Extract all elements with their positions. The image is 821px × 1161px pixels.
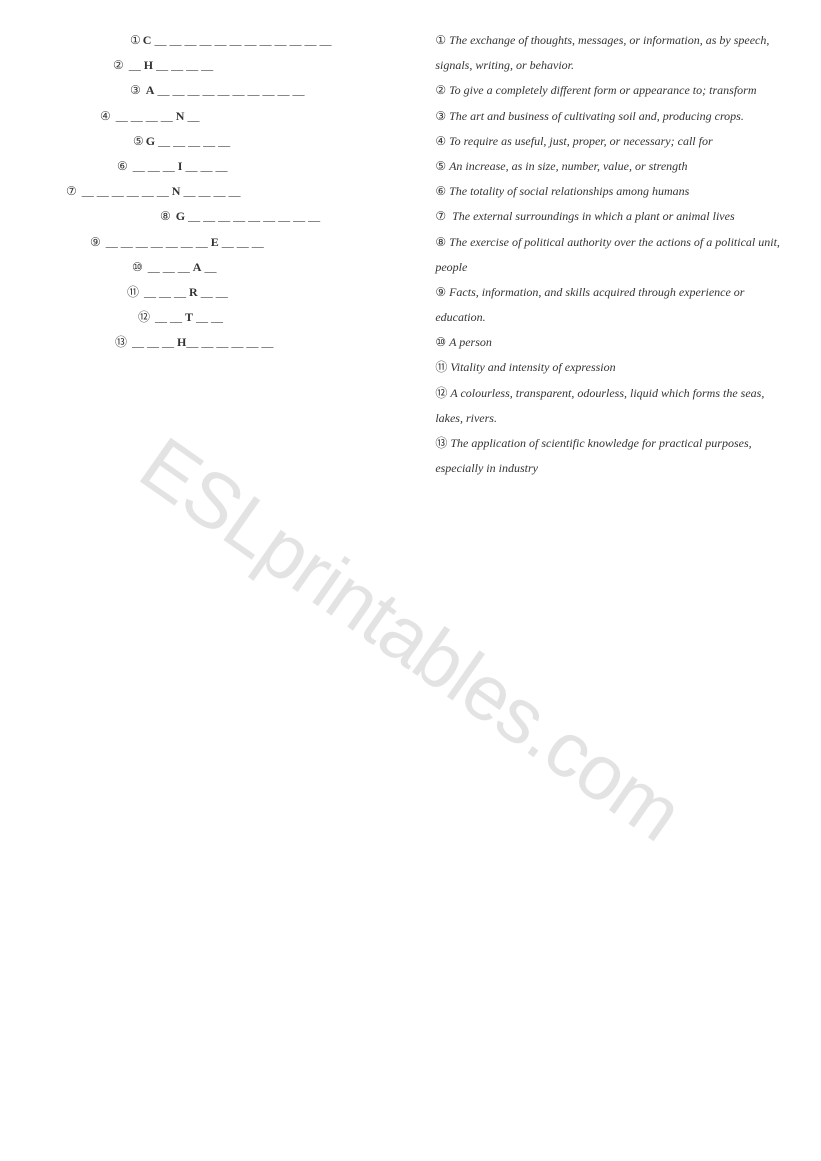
clue-line: ⑥The totality of social relationships am… bbox=[435, 179, 791, 204]
puzzle-line: ④ __ __ __ __ N __ bbox=[30, 104, 415, 129]
blanks-after: __ __ __ __ __ bbox=[155, 134, 230, 148]
blanks-after: __ __ __ __ __ __ __ __ __ bbox=[185, 209, 320, 223]
blanks-after: __ __ __ __ bbox=[153, 58, 213, 72]
circled-number: ③ bbox=[130, 78, 141, 103]
circled-number: ⑦ bbox=[66, 179, 77, 204]
clue-text: The exercise of political authority over… bbox=[435, 235, 780, 274]
clue-text: To give a completely different form or a… bbox=[449, 83, 756, 97]
clue-line: ⑫A colourless, transparent, odourless, l… bbox=[435, 381, 791, 431]
clue-line: ①The exchange of thoughts, messages, or … bbox=[435, 28, 791, 78]
circled-number: ⑪ bbox=[435, 355, 447, 380]
clue-text: The external surroundings in which a pla… bbox=[449, 209, 735, 223]
puzzle-line: ② __ H __ __ __ __ bbox=[30, 53, 415, 78]
circled-number: ⑤ bbox=[133, 129, 144, 154]
clue-line: ⑩A person bbox=[435, 330, 791, 355]
circled-number: ② bbox=[113, 53, 124, 78]
blanks-after: __ __ bbox=[193, 310, 223, 324]
circled-number: ⑥ bbox=[117, 154, 128, 179]
circled-number: ⑩ bbox=[132, 255, 143, 280]
clue-line: ③The art and business of cultivating soi… bbox=[435, 104, 791, 129]
circled-number: ① bbox=[130, 28, 141, 53]
clues-column: ①The exchange of thoughts, messages, or … bbox=[435, 28, 791, 481]
blanks-before: __ __ __ __ __ __ __ bbox=[103, 235, 211, 249]
blanks-before: __ __ __ __ __ __ bbox=[79, 184, 172, 198]
blanks-before: __ __ __ bbox=[141, 285, 189, 299]
clue-line: ⑪Vitality and intensity of expression bbox=[435, 355, 791, 380]
clue-line: ⑦ The external surroundings in which a p… bbox=[435, 204, 791, 229]
clue-text: Facts, information, and skills acquired … bbox=[435, 285, 744, 324]
clue-text: The art and business of cultivating soil… bbox=[449, 109, 744, 123]
circled-number: ⑥ bbox=[435, 179, 446, 204]
blanks-after: __ bbox=[184, 109, 199, 123]
clue-line: ⑬The application of scientific knowledge… bbox=[435, 431, 791, 481]
puzzle-line: ⑫ __ __ T __ __ bbox=[30, 305, 415, 330]
puzzle-line: ①C __ __ __ __ __ __ __ __ __ __ __ __ bbox=[30, 28, 415, 53]
circled-number: ④ bbox=[435, 129, 446, 154]
puzzle-line: ⑩ __ __ __ A __ bbox=[30, 255, 415, 280]
clue-text: The totality of social relationships amo… bbox=[449, 184, 689, 198]
clue-line: ⑧The exercise of political authority ove… bbox=[435, 230, 791, 280]
circled-number: ⑩ bbox=[435, 330, 446, 355]
circled-number: ⑦ bbox=[435, 204, 446, 229]
blanks-after: __ __ __ __ __ __ __ __ __ __ __ __ bbox=[151, 33, 331, 47]
circled-number: ⑨ bbox=[435, 280, 446, 305]
circled-number: ③ bbox=[435, 104, 446, 129]
revealed-letter: T bbox=[185, 310, 193, 324]
blanks-after: __ bbox=[201, 260, 216, 274]
blanks-before: __ __ __ bbox=[130, 159, 178, 173]
puzzle-line: ⑬ __ __ __ H__ __ __ __ __ __ bbox=[30, 330, 415, 355]
circled-number: ⑬ bbox=[115, 330, 127, 355]
revealed-letter: G bbox=[176, 209, 185, 223]
puzzle-line: ⑤G __ __ __ __ __ bbox=[30, 129, 415, 154]
blanks-after: __ __ bbox=[198, 285, 228, 299]
blanks-after: __ __ __ __ __ __ bbox=[186, 335, 273, 349]
clue-line: ②To give a completely different form or … bbox=[435, 78, 791, 103]
clue-text: To require as useful, just, proper, or n… bbox=[449, 134, 713, 148]
revealed-letter: H bbox=[144, 58, 153, 72]
clue-text: Vitality and intensity of expression bbox=[450, 360, 615, 374]
clue-line: ⑤An increase, as in size, number, value,… bbox=[435, 154, 791, 179]
circled-number: ⑫ bbox=[138, 305, 150, 330]
revealed-letter: G bbox=[146, 134, 155, 148]
circled-number: ⑤ bbox=[435, 154, 446, 179]
puzzle-line: ⑪ __ __ __ R __ __ bbox=[30, 280, 415, 305]
blanks-before: __ __ __ bbox=[145, 260, 193, 274]
circled-number: ⑧ bbox=[160, 204, 171, 229]
clue-text: A person bbox=[449, 335, 492, 349]
circled-number: ② bbox=[435, 78, 446, 103]
puzzle-column: ①C __ __ __ __ __ __ __ __ __ __ __ __② … bbox=[30, 28, 415, 481]
puzzle-line: ⑦ __ __ __ __ __ __ N __ __ __ __ bbox=[30, 179, 415, 204]
blanks-after: __ __ __ bbox=[182, 159, 227, 173]
clue-text: An increase, as in size, number, value, … bbox=[449, 159, 687, 173]
watermark-text: ESLprintables.com bbox=[123, 418, 698, 858]
clue-text: The exchange of thoughts, messages, or i… bbox=[435, 33, 769, 72]
circled-number: ⑫ bbox=[435, 381, 447, 406]
circled-number: ⑬ bbox=[435, 431, 447, 456]
clue-line: ④To require as useful, just, proper, or … bbox=[435, 129, 791, 154]
puzzle-line: ⑧ G __ __ __ __ __ __ __ __ __ bbox=[30, 204, 415, 229]
puzzle-line: ③ A __ __ __ __ __ __ __ __ __ __ bbox=[30, 78, 415, 103]
clue-text: A colourless, transparent, odourless, li… bbox=[435, 386, 764, 425]
circled-number: ⑪ bbox=[127, 280, 139, 305]
worksheet-content: ①C __ __ __ __ __ __ __ __ __ __ __ __② … bbox=[0, 0, 821, 481]
revealed-letter: E bbox=[211, 235, 219, 249]
blanks-before: __ __ bbox=[152, 310, 185, 324]
blanks-before: __ bbox=[126, 58, 144, 72]
puzzle-line: ⑨ __ __ __ __ __ __ __ E __ __ __ bbox=[30, 230, 415, 255]
circled-number: ① bbox=[435, 28, 446, 53]
puzzle-line: ⑥ __ __ __ I __ __ __ bbox=[30, 154, 415, 179]
blanks-after: __ __ __ __ bbox=[180, 184, 240, 198]
blanks-after: __ __ __ __ __ __ __ __ __ __ bbox=[154, 83, 304, 97]
blanks-after: __ __ __ bbox=[219, 235, 264, 249]
circled-number: ⑨ bbox=[90, 230, 101, 255]
clue-text: The application of scientific knowledge … bbox=[435, 436, 751, 475]
revealed-letter: R bbox=[189, 285, 198, 299]
circled-number: ⑧ bbox=[435, 230, 446, 255]
circled-number: ④ bbox=[100, 104, 111, 129]
revealed-letter: H bbox=[177, 335, 186, 349]
blanks-before: __ __ __ __ bbox=[113, 109, 176, 123]
clue-line: ⑨Facts, information, and skills acquired… bbox=[435, 280, 791, 330]
blanks-before: __ __ __ bbox=[129, 335, 177, 349]
